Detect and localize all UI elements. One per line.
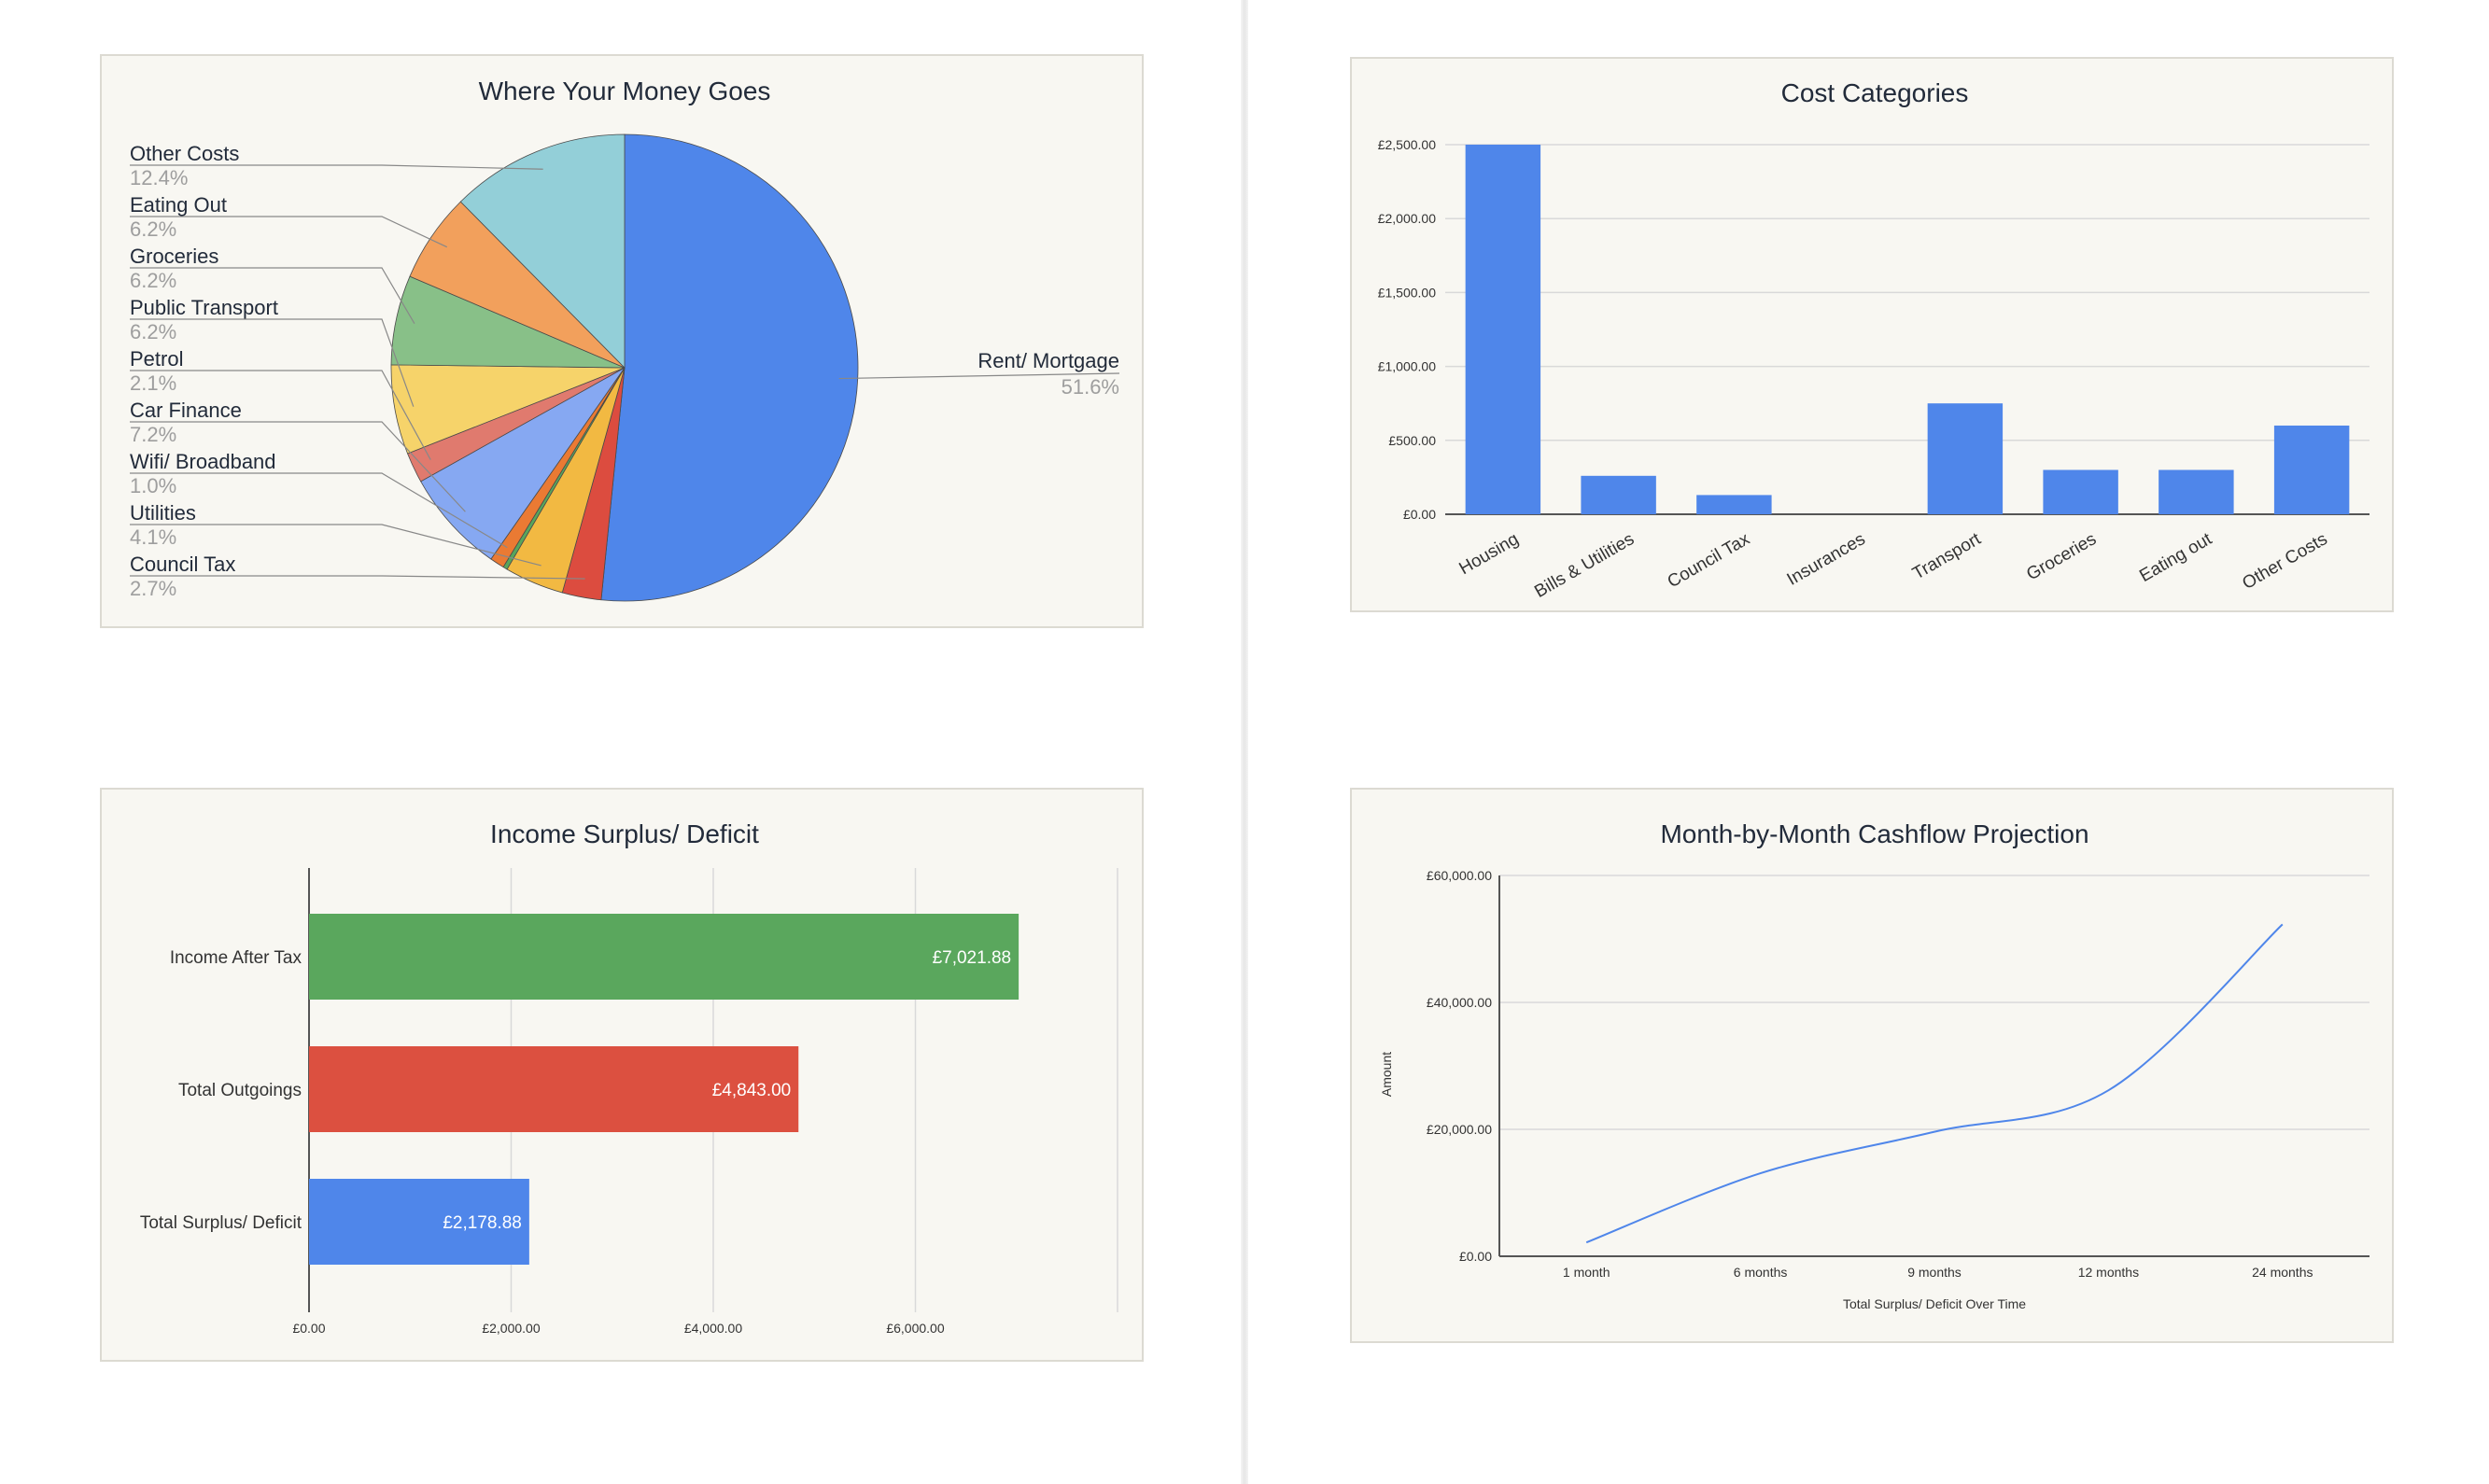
pie-slice (600, 133, 859, 602)
pie-slice (420, 367, 626, 560)
pie-slice-label: Wifi/ Broadband (130, 450, 276, 473)
pie-slice-percent: 2.1% (130, 371, 176, 395)
pie-slice-label: Car Finance (130, 399, 242, 422)
pie-leader-line (130, 267, 415, 324)
line-chart-title: Month-by-Month Cashflow Projection (1660, 819, 2088, 848)
pie-slice-label: Petrol (130, 347, 183, 371)
pie-leader-line (130, 472, 508, 549)
pie-slice-label: Council Tax (130, 553, 235, 576)
hbar-category-label: Total Surplus/ Deficit (140, 1213, 302, 1233)
line-x-tick-label: 6 months (1734, 1265, 1788, 1280)
line-x-axis-label: Total Surplus/ Deficit Over Time (1843, 1296, 2026, 1311)
hbar-chart-panel: Income Surplus/ Deficit £0.00 £2,000.00 £4… (100, 788, 1144, 1362)
hbar-value-label: £2,178.88 (443, 1213, 522, 1233)
pie-leader-line (838, 372, 1120, 380)
hbar-x-tick-label: £0.00 (292, 1321, 325, 1336)
pie-slice-label: Rent/ Mortgage (977, 349, 1119, 372)
pie-slice-percent: 12.4% (130, 166, 188, 189)
pie-slice-label: Other Costs (130, 142, 239, 165)
hbar-value-label: £7,021.88 (933, 948, 1012, 968)
line-y-tick-label: £0.00 (1459, 1249, 1492, 1264)
pie-chart-panel: Where Your Money Goes Rent/ Mortgage 51.6… (100, 54, 1144, 628)
bar-category-label: Bills & Utilities (1531, 529, 1638, 602)
bar-y-tick-label: £2,000.00 (1378, 211, 1436, 226)
pie-leader-line (130, 164, 543, 170)
hbar-chart-title: Income Surplus/ Deficit (490, 819, 759, 848)
hbar-x-tick-label: £2,000.00 (482, 1321, 540, 1336)
hbar-category-label: Total Outgoings (178, 1081, 302, 1100)
line-y-tick-label: £20,000.00 (1427, 1122, 1492, 1137)
bar (2273, 425, 2350, 514)
pie-slice-percent: 6.2% (130, 320, 176, 343)
bar (1465, 145, 1541, 514)
line-x-tick-label: 9 months (1907, 1265, 1962, 1280)
hbar-bar (309, 1046, 799, 1132)
bar-category-label: Insurances (1784, 529, 1869, 590)
bar (1581, 475, 1656, 514)
bar-y-tick-label: £2,500.00 (1378, 137, 1436, 152)
pie-leader-line (130, 370, 431, 460)
bar-y-tick-label: £0.00 (1403, 507, 1436, 522)
bar (1927, 403, 2004, 514)
hbar-chart: Income Surplus/ Deficit £0.00 £2,000.00 £4… (140, 819, 1118, 1336)
bar-y-tick-label: £1,500.00 (1378, 285, 1436, 300)
bar-category-label: Other Costs (2239, 529, 2330, 594)
bar-y-tick-label: £1,000.00 (1378, 359, 1436, 374)
hbar-value-label: £4,843.00 (712, 1081, 792, 1100)
pie-slice-percent: 4.1% (130, 525, 176, 549)
pie-leader-line (130, 575, 585, 580)
bar-category-label: Eating out (2136, 529, 2215, 586)
bar (1696, 495, 1772, 514)
line-y-tick-label: £60,000.00 (1427, 868, 1492, 883)
pie-slice-label: Utilities (130, 501, 196, 525)
hbar-category-label: Income After Tax (170, 948, 302, 968)
pie-leader-line (130, 421, 466, 512)
line-series (1585, 923, 2284, 1244)
pie-leader-line (130, 216, 448, 248)
pie-slice-percent: 7.2% (130, 423, 176, 446)
pie-leader-line (130, 318, 415, 407)
pie-chart: Where Your Money Goes Rent/ Mortgage 51.6… (130, 77, 1120, 602)
pie-slice (459, 133, 626, 369)
bar-category-label: Groceries (2023, 529, 2100, 584)
pie-slice-label: Groceries (130, 245, 218, 268)
bar (2043, 469, 2118, 514)
pie-slice-percent: 2.7% (130, 577, 176, 600)
pie-slice-percent: 1.0% (130, 474, 176, 497)
bar-category-label: Housing (1455, 529, 1522, 579)
pie-leader-line (130, 524, 541, 567)
bar-category-label: Transport (1909, 529, 1985, 584)
bar-category-label: Council Tax (1665, 529, 1754, 592)
pie-slice-percent: 6.2% (130, 269, 176, 292)
pie-slice-label: Eating Out (130, 193, 227, 217)
line-y-axis-label: Amount (1379, 1052, 1394, 1097)
bar-chart: Cost Categories £0.00 £500.00 £1,000.00 £1,… (1378, 78, 2369, 602)
bar-y-tick-label: £500.00 (1388, 433, 1436, 448)
hbar-bar (309, 1179, 529, 1265)
pie-slice-percent: 51.6% (1062, 375, 1119, 399)
line-y-tick-label: £40,000.00 (1427, 995, 1492, 1010)
bar-chart-panel: Cost Categories £0.00 £500.00 £1,000.00 £1,… (1350, 57, 2394, 612)
hbar-bar (309, 914, 1020, 1000)
line-chart: Month-by-Month Cashflow Projection £0.00… (1379, 819, 2369, 1311)
hbar-x-tick-label: £4,000.00 (684, 1321, 742, 1336)
pie-slice-label: Public Transport (130, 296, 278, 319)
bar-chart-title: Cost Categories (1781, 78, 1969, 107)
line-x-tick-label: 24 months (2252, 1265, 2313, 1280)
line-x-tick-label: 12 months (2078, 1265, 2139, 1280)
line-chart-panel: Month-by-Month Cashflow Projection £0.00… (1350, 788, 2394, 1343)
hbar-x-tick-label: £6,000.00 (886, 1321, 944, 1336)
page-divider (1241, 0, 1248, 1484)
pie-chart-title: Where Your Money Goes (479, 77, 771, 105)
pie-slice-percent: 6.2% (130, 217, 176, 241)
line-x-tick-label: 1 month (1563, 1265, 1610, 1280)
bar (2159, 469, 2234, 514)
